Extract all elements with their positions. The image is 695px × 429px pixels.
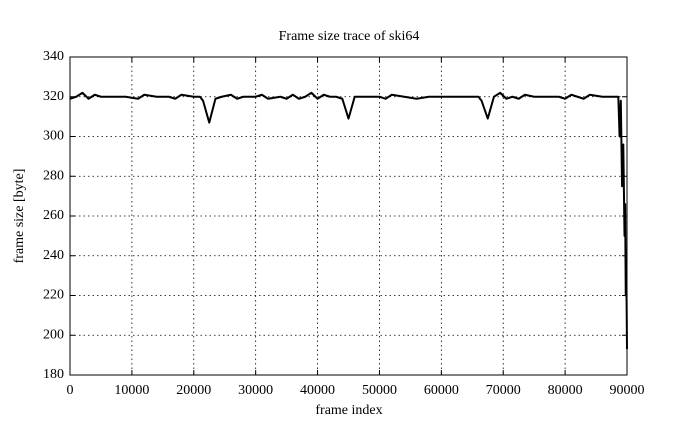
x-tick-label: 0 xyxy=(67,383,74,398)
y-tick-label: 260 xyxy=(43,208,64,223)
chart-title: Frame size trace of ski64 xyxy=(279,29,420,44)
x-tick-label: 20000 xyxy=(176,383,211,398)
y-tick-label: 180 xyxy=(43,367,64,382)
x-tick-label: 40000 xyxy=(300,383,335,398)
y-tick-label: 300 xyxy=(43,129,64,144)
y-tick-label: 200 xyxy=(43,327,64,342)
x-tick-label: 60000 xyxy=(424,383,459,398)
y-tick-label: 240 xyxy=(43,248,64,263)
y-axis-label: frame size [byte] xyxy=(12,169,27,264)
y-tick-label: 320 xyxy=(43,89,64,104)
x-tick-label: 70000 xyxy=(486,383,521,398)
x-tick-label: 10000 xyxy=(114,383,149,398)
y-tick-label: 280 xyxy=(43,168,64,183)
y-tick-label: 220 xyxy=(43,288,64,303)
plot-frame xyxy=(69,56,628,376)
x-tick-label: 90000 xyxy=(610,383,645,398)
x-tick-label: 30000 xyxy=(238,383,273,398)
x-tick-label: 80000 xyxy=(548,383,583,398)
x-axis-label: frame index xyxy=(315,403,382,418)
data-line xyxy=(69,91,628,350)
y-tick-label: 340 xyxy=(43,49,64,64)
x-tick-label: 50000 xyxy=(362,383,397,398)
